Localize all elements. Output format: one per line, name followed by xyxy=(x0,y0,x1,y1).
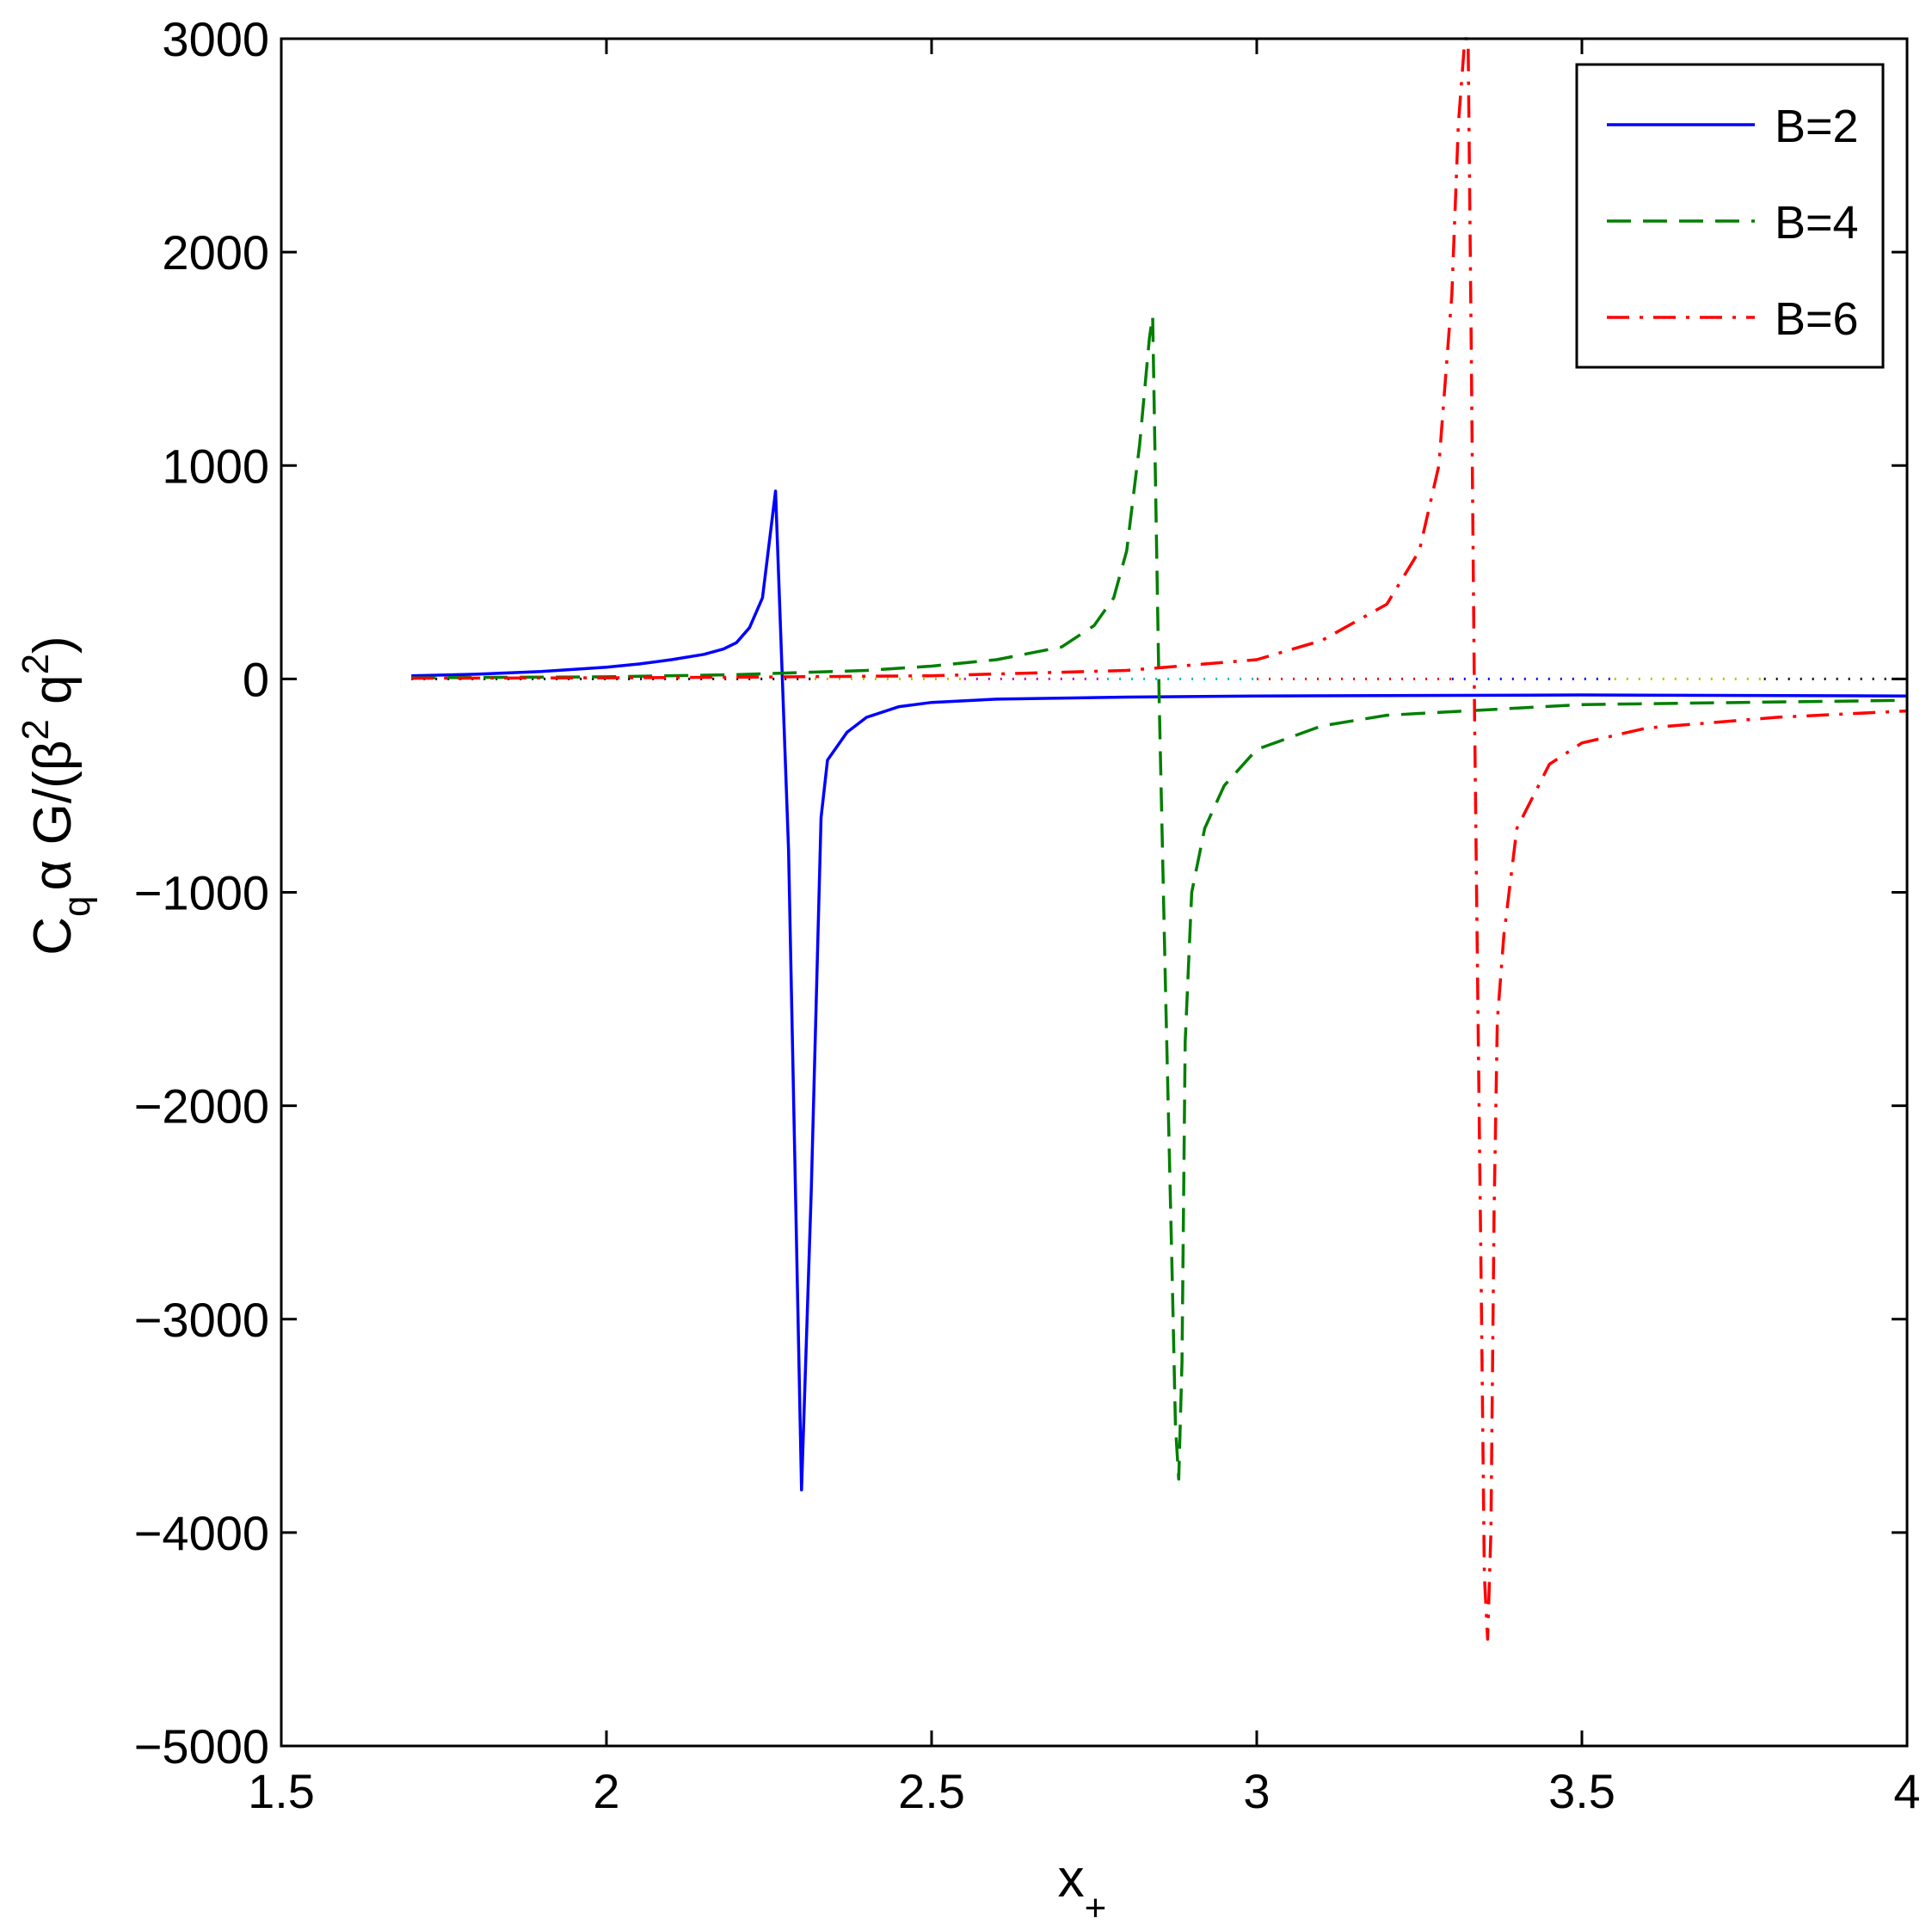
plot-frame xyxy=(280,37,1909,1748)
legend-label: B=2 xyxy=(1775,101,1859,152)
y-tick-label: −2000 xyxy=(134,1079,269,1134)
y-tick-label: 0 xyxy=(243,652,269,706)
x-tick-label: 1.5 xyxy=(248,1764,315,1818)
series-lines xyxy=(411,37,1908,1641)
series-line-b-4 xyxy=(411,314,1908,1481)
x-tick-label: 2 xyxy=(593,1764,619,1818)
y-tick-label: −4000 xyxy=(134,1506,269,1560)
y-tick-label: −5000 xyxy=(134,1719,269,1773)
y-tick-label: −1000 xyxy=(134,866,269,920)
y-tick-label: 2000 xyxy=(162,225,269,280)
x-tick-label: 4 xyxy=(1893,1764,1920,1818)
legend-label: B=4 xyxy=(1775,197,1859,249)
x-tick-label: 3 xyxy=(1243,1764,1270,1818)
y-tick-label: 3000 xyxy=(162,12,269,66)
x-axis-label: x+ xyxy=(1058,1849,1107,1924)
tick-labels: 1.5 2 2.5 3 3.5 4 3000 2000 1000 0 −1000 −2000 −3000… xyxy=(134,12,1921,1818)
y-tick-label: −3000 xyxy=(134,1293,269,1347)
x-tick-label: 3.5 xyxy=(1548,1764,1615,1818)
legend: B=2 B=4 B=6 xyxy=(1575,63,1885,369)
y-tick-label: 1000 xyxy=(162,439,269,493)
legend-label: B=6 xyxy=(1775,293,1859,345)
series-line-b-2 xyxy=(411,489,1908,1492)
x-tick-label: 2.5 xyxy=(898,1764,965,1818)
y-axis-label: Cqα G/(β2 q2) xyxy=(15,636,98,955)
series-line-b-6 xyxy=(411,37,1908,1641)
